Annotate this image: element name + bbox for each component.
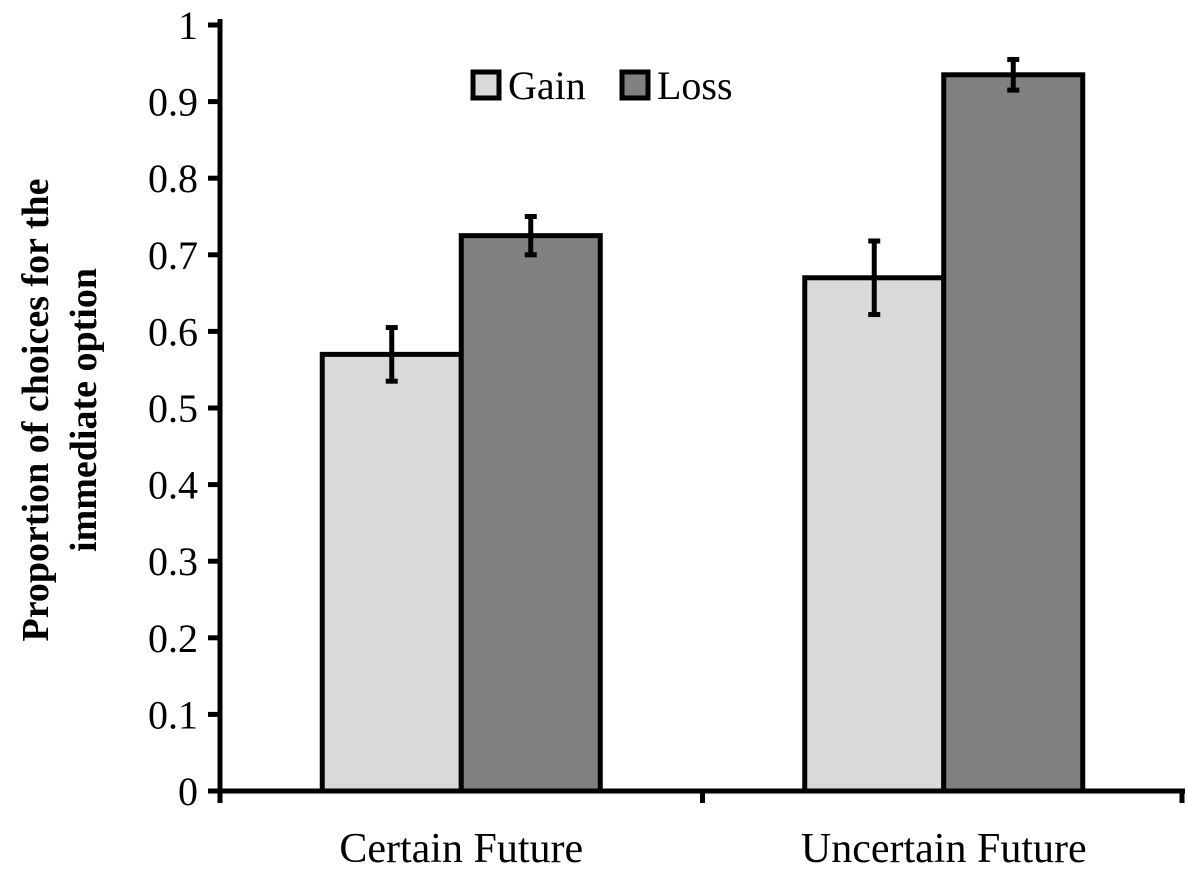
y-tick-label: 0.7 — [148, 233, 198, 278]
legend-label-loss: Loss — [657, 63, 733, 108]
axes — [217, 19, 1185, 803]
error-bar-gain-1 — [385, 325, 398, 384]
bar-loss-2 — [941, 72, 1086, 794]
y-axis-label-line-1: Proportion of choices for the — [15, 179, 57, 642]
y-tick-label: 0.4 — [148, 463, 198, 508]
bar-gain-1 — [319, 351, 464, 794]
category-label-1: Certain Future — [339, 826, 583, 871]
category-labels: Certain Future Uncertain Future — [339, 826, 1086, 871]
y-tick-label: 0.2 — [148, 616, 198, 661]
y-axis-label-line-2: immediate option — [63, 268, 105, 552]
y-tick-label: 0.5 — [148, 386, 198, 431]
bar-loss-1 — [458, 233, 603, 794]
legend: Gain Loss — [470, 63, 733, 108]
y-tick-label: 0.1 — [148, 692, 198, 737]
bars — [319, 72, 1086, 794]
error-bar-loss-1 — [524, 214, 537, 258]
error-bar-loss-2 — [1007, 56, 1020, 93]
y-tick-label: 0.6 — [148, 309, 198, 354]
legend-item-loss: Loss — [619, 63, 733, 108]
legend-swatch-loss — [619, 69, 651, 101]
legend-swatch-gain — [470, 69, 502, 101]
y-tick-label: 1 — [178, 3, 198, 48]
category-label-2: Uncertain Future — [801, 826, 1087, 871]
y-axis-ticks: 0 0.1 0.2 0.3 0.4 0.5 0.6 0.7 0.8 0.9 1 — [148, 3, 220, 814]
y-tick-label: 0.8 — [148, 156, 198, 201]
y-tick-label: 0.9 — [148, 80, 198, 125]
error-bar-gain-2 — [868, 238, 881, 318]
bar-gain-2 — [802, 275, 947, 794]
y-tick-label: 0.3 — [148, 539, 198, 584]
legend-label-gain: Gain — [508, 63, 586, 108]
y-axis-label: Proportion of choices for the immediate … — [15, 179, 105, 642]
error-bars — [385, 56, 1020, 384]
legend-item-gain: Gain — [470, 63, 586, 108]
y-tick-label: 0 — [178, 769, 198, 814]
